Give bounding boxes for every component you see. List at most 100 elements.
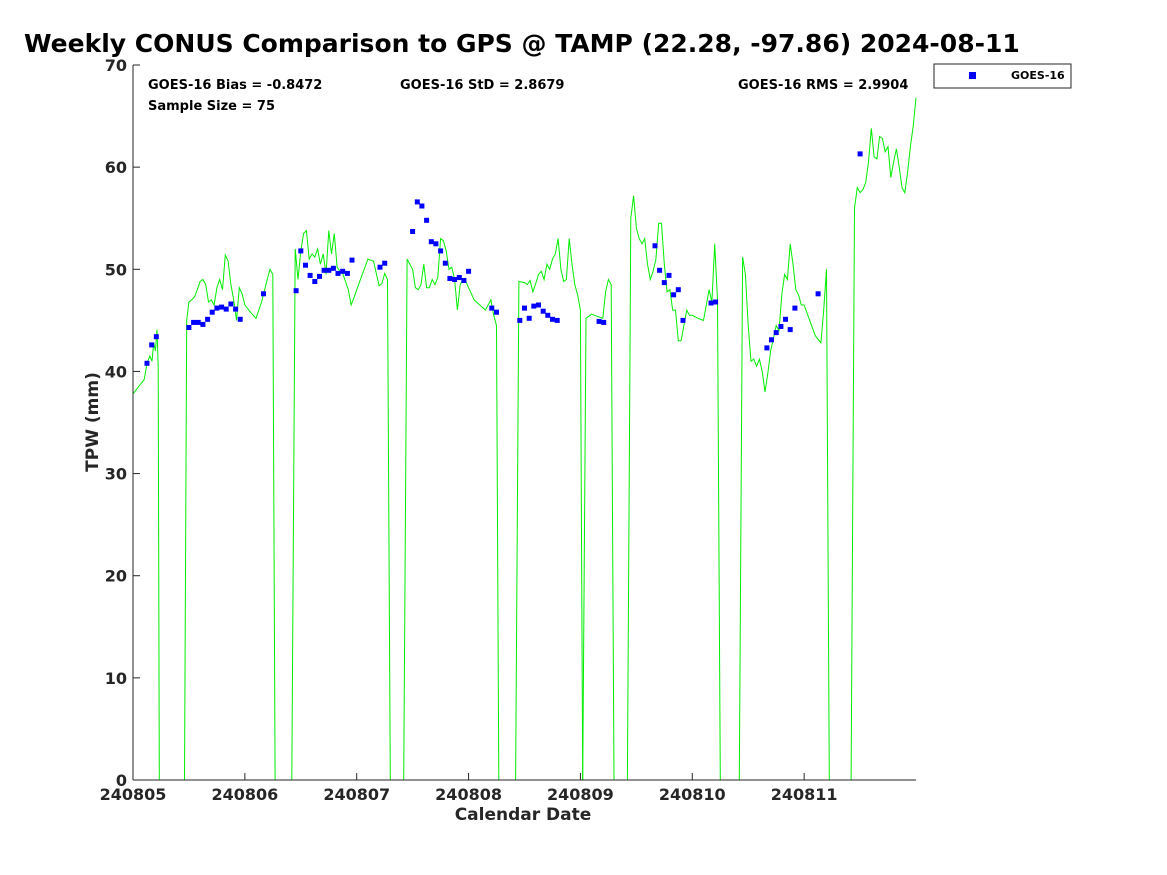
- goes16-point: [545, 312, 551, 318]
- goes16-point: [456, 275, 462, 280]
- gps-line-segment: [626, 195, 721, 781]
- gps-line-segment: [582, 278, 615, 781]
- goes16-point: [237, 316, 243, 322]
- goes16-point: [466, 268, 472, 274]
- gps-line-segment: [738, 243, 830, 781]
- goes16-point: [461, 278, 467, 283]
- goes16-point: [522, 305, 527, 311]
- goes16-point: [219, 304, 225, 310]
- goes16-point: [191, 319, 197, 325]
- goes16-point: [433, 241, 439, 247]
- goes16-point: [526, 315, 532, 321]
- goes16-point: [452, 277, 458, 282]
- goes16-point: [205, 316, 211, 322]
- goes16-point: [303, 262, 308, 268]
- goes16-point: [214, 305, 220, 311]
- goes16-point: [596, 318, 602, 324]
- legend: GOES-16: [933, 63, 1072, 89]
- gps-line-segment: [403, 237, 500, 781]
- goes16-point: [293, 288, 299, 294]
- gps-line-segment: [515, 238, 584, 781]
- x-tick-label: 240805: [100, 785, 167, 804]
- goes16-point: [424, 217, 430, 223]
- goes16-point: [787, 327, 793, 333]
- goes16-point: [857, 151, 863, 157]
- goes16-point: [675, 287, 681, 293]
- goes16-point: [428, 239, 434, 245]
- goes16-point: [447, 276, 453, 281]
- goes16-point: [540, 308, 546, 314]
- goes16-point: [186, 325, 192, 330]
- bias-stat: GOES-16 Bias = -0.8472: [148, 78, 322, 93]
- goes16-point: [317, 273, 322, 279]
- goes16-point: [410, 229, 416, 234]
- goes16-point: [307, 272, 313, 278]
- goes16-point: [815, 291, 821, 297]
- chart-title: Weekly CONUS Comparison to GPS @ TAMP (2…: [24, 29, 1020, 58]
- legend-marker-goes16: [969, 72, 976, 79]
- goes16-point: [783, 316, 788, 322]
- goes16-point: [377, 264, 383, 270]
- y-tick-label: 40: [105, 362, 127, 381]
- goes16-point: [550, 316, 555, 322]
- y-tick-label: 20: [105, 567, 127, 586]
- goes16-point: [382, 260, 388, 266]
- y-axis-ticks: 0 10 20 30 40 50 60 70: [105, 56, 140, 790]
- y-tick-label: 50: [105, 260, 127, 279]
- y-axis-label: TPW (mm): [83, 372, 103, 472]
- goes16-point: [671, 292, 677, 298]
- goes16-point: [312, 279, 318, 284]
- x-tick-label: 240809: [547, 785, 614, 804]
- goes16-point: [657, 267, 663, 273]
- rms-stat: GOES-16 RMS = 2.9904: [738, 78, 908, 93]
- goes16-point: [489, 305, 495, 311]
- gps-line-segment: [132, 329, 160, 781]
- goes16-point: [153, 334, 159, 340]
- goes16-point: [778, 324, 784, 329]
- y-tick-label: 10: [105, 669, 127, 688]
- y-tick-label: 30: [105, 465, 127, 484]
- x-tick-label: 240810: [659, 785, 726, 804]
- goes16-point: [764, 345, 770, 351]
- y-tick-label: 0: [116, 771, 127, 790]
- goes16-point: [228, 301, 234, 307]
- goes16-point: [438, 248, 444, 254]
- goes16-point: [713, 299, 719, 305]
- goes16-point: [601, 319, 607, 325]
- goes16-point: [144, 360, 150, 366]
- goes16-point: [792, 305, 798, 311]
- x-tick-label: 240808: [435, 785, 502, 804]
- goes16-point: [666, 272, 672, 278]
- goes16-point: [661, 280, 667, 286]
- goes16-point: [708, 300, 714, 306]
- goes16-point: [200, 321, 206, 327]
- gps-line-segment: [184, 253, 276, 781]
- goes16-point: [298, 248, 304, 254]
- goes16-point: [773, 330, 779, 336]
- goes16-point: [340, 268, 346, 274]
- std-stat: GOES-16 StD = 2.8679: [400, 78, 564, 93]
- gps-line-segment: [850, 97, 917, 781]
- goes16-point: [261, 291, 266, 297]
- x-tick-label: 240806: [211, 785, 278, 804]
- gps-line-layer: [132, 97, 917, 781]
- x-tick-label: 240807: [323, 785, 390, 804]
- x-tick-label: 240811: [771, 785, 838, 804]
- goes16-point: [223, 306, 229, 312]
- plot-area: [133, 65, 916, 780]
- goes16-point: [326, 267, 332, 273]
- goes16-point: [517, 317, 523, 323]
- goes16-point: [531, 303, 537, 309]
- legend-box: [933, 63, 1072, 89]
- goes16-point: [419, 203, 425, 209]
- goes16-point: [335, 270, 341, 276]
- y-tick-label: 60: [105, 158, 127, 177]
- goes16-point: [494, 309, 499, 315]
- goes16-point: [149, 342, 155, 348]
- goes16-point: [344, 270, 350, 276]
- goes16-points-layer: [144, 151, 863, 366]
- goes16-point: [442, 260, 448, 266]
- goes16-point: [414, 199, 420, 205]
- goes16-point: [652, 243, 658, 249]
